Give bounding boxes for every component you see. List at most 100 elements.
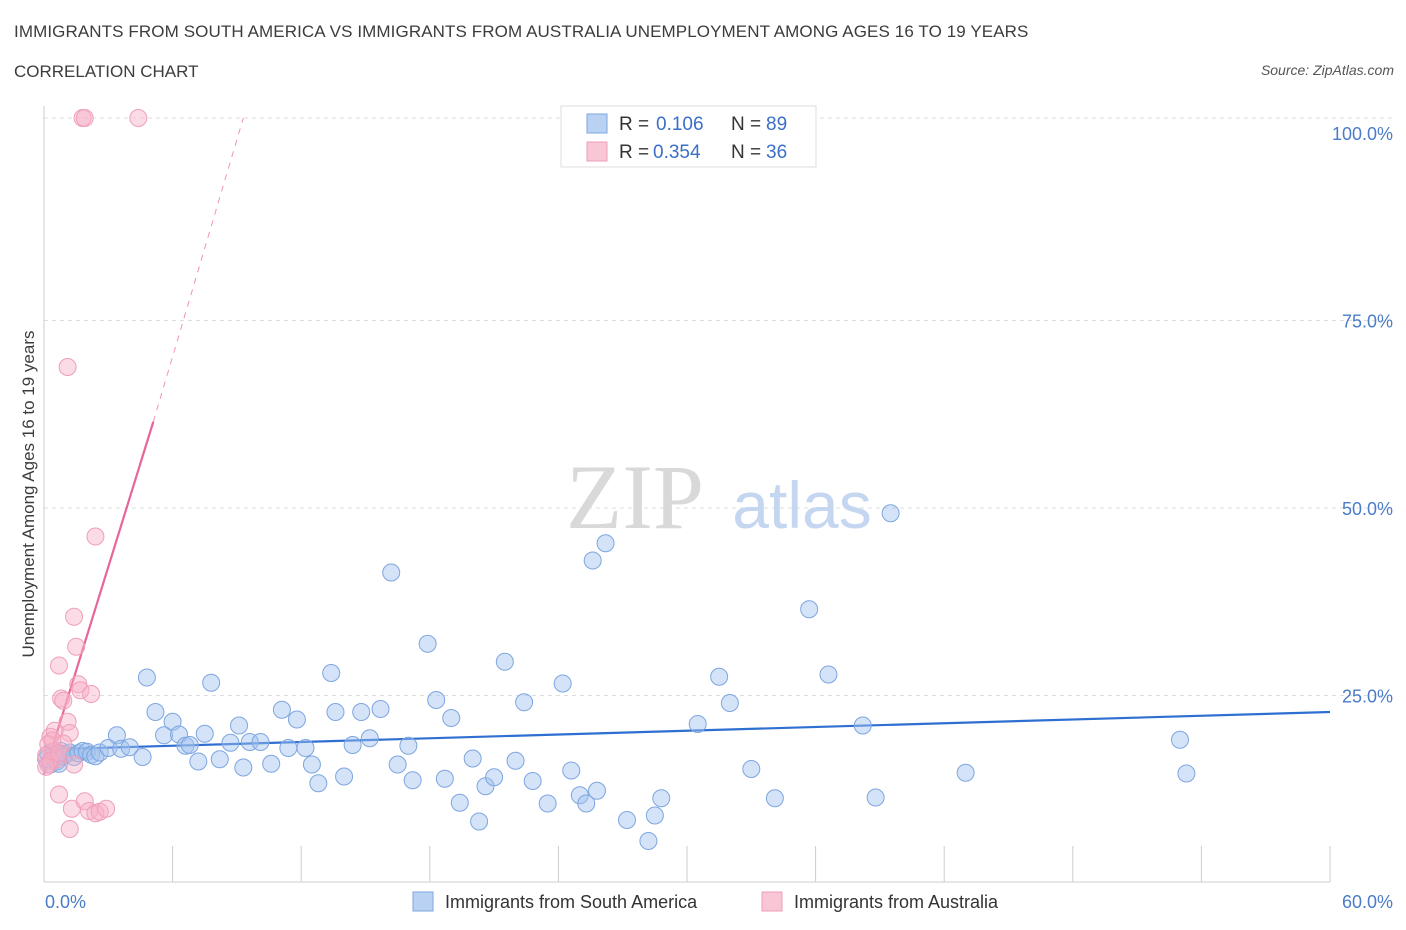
point-south-america bbox=[202, 673, 221, 692]
point-south-america bbox=[645, 806, 664, 825]
point-south-america bbox=[287, 710, 306, 729]
point-south-america bbox=[90, 743, 109, 762]
point-south-america bbox=[1177, 764, 1196, 783]
point-south-america bbox=[515, 693, 534, 712]
y-tick-label-75: 75.0% bbox=[1342, 312, 1393, 332]
point-south-america bbox=[221, 733, 240, 752]
point-south-america bbox=[495, 652, 514, 671]
point-australia bbox=[71, 681, 90, 700]
chart-title: IMMIGRANTS FROM SOUTH AMERICA VS IMMIGRA… bbox=[14, 22, 1029, 41]
point-south-america bbox=[210, 750, 229, 769]
y-axis-label: Unemployment Among Ages 16 to 19 years bbox=[19, 331, 38, 658]
y-tick-labels: 25.0% 50.0% 75.0% 100.0% bbox=[1332, 124, 1393, 707]
point-south-america bbox=[485, 768, 504, 787]
stats-swatch-australia bbox=[586, 141, 608, 162]
point-south-america bbox=[146, 703, 165, 721]
point-south-america bbox=[442, 709, 461, 727]
point-south-america bbox=[587, 781, 606, 800]
point-south-america bbox=[523, 772, 542, 790]
stats-box: R = 0.106 N = 89 R = 0.354 N = 36 bbox=[560, 105, 817, 168]
point-south-america bbox=[279, 739, 298, 757]
point-south-america bbox=[240, 733, 259, 751]
point-south-america bbox=[137, 668, 156, 687]
point-south-america bbox=[800, 600, 819, 619]
point-australia bbox=[97, 799, 116, 818]
point-south-america bbox=[296, 739, 315, 757]
point-south-america bbox=[652, 789, 671, 808]
point-south-america bbox=[596, 534, 615, 553]
point-south-america bbox=[195, 724, 214, 743]
stats-n-label-1: N = bbox=[731, 114, 761, 135]
point-australia bbox=[52, 689, 71, 708]
point-south-america bbox=[107, 726, 126, 745]
point-south-america bbox=[120, 738, 139, 757]
point-south-america bbox=[371, 700, 390, 718]
stats-n-label-2: N = bbox=[731, 142, 761, 163]
point-south-america bbox=[1170, 730, 1189, 749]
point-south-america bbox=[230, 716, 249, 735]
point-australia bbox=[58, 358, 77, 376]
point-australia bbox=[75, 792, 94, 811]
point-south-america bbox=[577, 794, 596, 813]
legend: Immigrants from South America Immigrants… bbox=[412, 891, 999, 912]
point-south-america bbox=[403, 771, 422, 790]
x-tick-label-min: 0.0% bbox=[45, 892, 86, 912]
point-south-america bbox=[234, 758, 253, 777]
point-australia bbox=[65, 755, 84, 774]
point-south-america bbox=[720, 694, 739, 712]
point-australia bbox=[60, 724, 79, 742]
point-south-america bbox=[583, 551, 602, 570]
point-south-america bbox=[418, 634, 437, 653]
point-south-america bbox=[382, 563, 401, 582]
point-australia bbox=[50, 744, 69, 763]
point-australia bbox=[82, 685, 101, 703]
trend-line-australia-extension bbox=[152, 117, 244, 422]
point-south-america bbox=[617, 811, 636, 829]
point-south-america bbox=[99, 739, 118, 757]
stats-n-value-australia: 36 bbox=[766, 142, 787, 163]
point-south-america bbox=[388, 755, 407, 774]
point-australia bbox=[54, 691, 73, 710]
point-australia bbox=[75, 109, 94, 127]
point-south-america bbox=[189, 752, 208, 771]
source-credit: Source: ZipAtlas.com bbox=[1260, 62, 1394, 78]
point-australia bbox=[37, 757, 56, 776]
point-south-america bbox=[450, 793, 469, 812]
point-south-america bbox=[343, 736, 362, 754]
stats-n-value-south-america: 89 bbox=[766, 114, 787, 135]
point-south-america bbox=[866, 788, 885, 807]
point-south-america bbox=[322, 664, 341, 682]
point-australia bbox=[65, 607, 84, 626]
point-australia bbox=[86, 527, 105, 546]
point-australia bbox=[50, 785, 69, 804]
watermark-atlas: atlas bbox=[732, 468, 871, 542]
stats-r-value-south-america: 0.106 bbox=[656, 114, 704, 135]
grid-lines bbox=[44, 117, 1393, 696]
point-south-america bbox=[302, 755, 321, 774]
point-south-america bbox=[435, 769, 454, 788]
legend-swatch-south-america bbox=[412, 891, 434, 912]
point-australia bbox=[129, 109, 148, 127]
point-south-america bbox=[399, 736, 418, 755]
point-south-america bbox=[470, 812, 489, 831]
point-south-america bbox=[352, 703, 371, 721]
stats-r-label-1: R = bbox=[619, 114, 649, 135]
legend-swatch-australia bbox=[761, 891, 783, 912]
watermark: ZIP atlas bbox=[566, 446, 872, 548]
point-australia bbox=[60, 820, 79, 838]
data-points bbox=[37, 109, 1196, 850]
legend-label-south-america: Immigrants from South America bbox=[445, 892, 698, 912]
point-south-america bbox=[710, 667, 729, 686]
point-south-america bbox=[562, 761, 581, 780]
point-south-america bbox=[427, 691, 446, 709]
legend-label-australia: Immigrants from Australia bbox=[794, 892, 999, 912]
point-south-america bbox=[180, 736, 199, 754]
watermark-zip: ZIP bbox=[566, 446, 704, 548]
y-tick-label-25: 25.0% bbox=[1342, 687, 1393, 707]
stats-swatch-south-america bbox=[586, 113, 608, 134]
point-australia bbox=[67, 637, 86, 656]
point-south-america bbox=[506, 751, 525, 770]
point-south-america bbox=[133, 748, 152, 766]
point-south-america bbox=[262, 754, 281, 773]
point-australia bbox=[58, 712, 77, 731]
